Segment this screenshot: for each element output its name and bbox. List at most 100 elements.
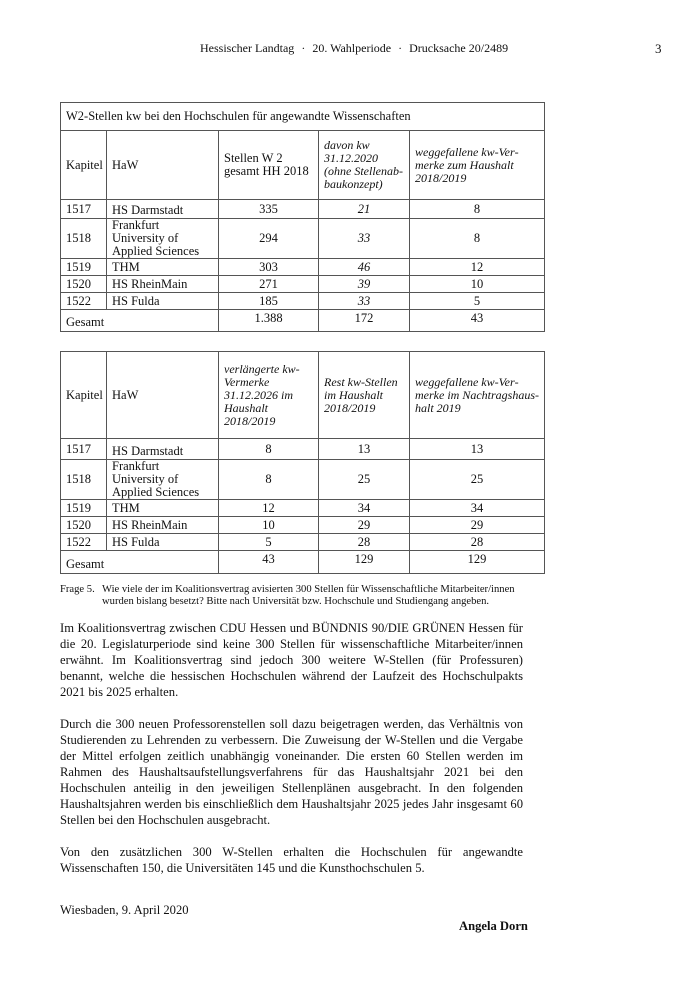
answer-paragraph: Im Koalitionsvertrag zwischen CDU Hessen… [60, 621, 523, 699]
header-document: Drucksache 20/2489 [409, 41, 509, 55]
value-cell: 294 [218, 218, 319, 259]
value-cell: 21 [318, 199, 410, 219]
value-cell: 335 [218, 199, 319, 219]
total-value: 129 [318, 550, 410, 574]
value-cell: 271 [218, 275, 319, 293]
total-value: 172 [318, 309, 410, 332]
value-cell: 39 [318, 275, 410, 293]
value-cell: 25 [318, 459, 410, 500]
value-cell: 34 [318, 499, 410, 517]
table-title: W2-Stellen kw bei den Hochschulen für an… [59, 102, 546, 131]
kapitel-cell: 1519 [60, 499, 107, 517]
header-separator: · [398, 41, 403, 55]
column-header: Rest kw-Stellen im Haushalt 2018/2019 [318, 351, 410, 439]
running-header: Hessischer Landtag · 20. Wahlperiode · Druck… [200, 41, 508, 56]
haw-cell: THM [106, 258, 219, 276]
table-header-row: Kapitel HaW Stellen W 2 gesamt HH 2018 davo… [60, 130, 546, 200]
kapitel-cell: 1517 [60, 438, 107, 460]
place-date: Wiesbaden, 9. April 2020 [60, 903, 189, 917]
haw-cell: HS Fulda [106, 533, 219, 551]
value-cell: 28 [318, 533, 410, 551]
answer-paragraph: Von den zusätzlichen 300 W-Stellen erhal… [60, 845, 523, 875]
table-row: 1517 HS Darmstadt 335 21 8 [60, 199, 546, 219]
value-cell: 8 [408, 218, 546, 259]
value-cell: 46 [318, 258, 410, 276]
total-row: Gesamt 43 129 129 [60, 550, 545, 574]
total-label: Gesamt [60, 550, 219, 574]
column-header: Stellen W 2 gesamt HH 2018 [218, 130, 319, 200]
total-value: 129 [409, 550, 545, 574]
kapitel-cell: 1520 [60, 516, 107, 534]
total-value: 1.388 [218, 309, 319, 332]
total-row: Gesamt 1.388 172 43 [60, 309, 546, 332]
value-cell: 8 [218, 438, 319, 460]
value-cell: 13 [318, 438, 410, 460]
page-content: W2-Stellen kw bei den Hochschulen für an… [59, 102, 546, 934]
haw-cell: HS Darmstadt [106, 199, 219, 219]
table-kw-vermerke: Kapitel HaW verlängerte kw-Vermerke 31.12.… [60, 351, 545, 574]
column-header: weggefallene kw-Ver­merke zum Haushalt 2… [408, 130, 546, 200]
header-separator: · [301, 41, 306, 55]
table-row: 1520 HS RheinMain 10 29 29 [60, 516, 545, 534]
kapitel-cell: 1520 [60, 275, 107, 293]
haw-cell: HS RheinMain [106, 516, 219, 534]
table-w2-stellen: W2-Stellen kw bei den Hochschulen für an… [59, 102, 546, 332]
table-row: 1522 HS Fulda 5 28 28 [60, 533, 545, 551]
value-cell: 25 [409, 459, 545, 500]
table-row: 1522 HS Fulda 185 33 5 [60, 292, 546, 310]
question-text: Wie viele der im Koalitionsvertrag avisi… [102, 584, 515, 607]
value-cell: 5 [218, 533, 319, 551]
total-value: 43 [218, 550, 319, 574]
table-row: 1518 Frankfurt University of Applied Scie… [60, 459, 545, 500]
value-cell: 13 [409, 438, 545, 460]
haw-cell: HS RheinMain [106, 275, 219, 293]
value-cell: 10 [408, 275, 546, 293]
answer-paragraph: Durch die 300 neuen Professorenstellen s… [60, 717, 523, 827]
column-header: weggefallene kw-Ver­merke im Nachtragsha… [409, 351, 545, 439]
page-number: 3 [655, 41, 662, 56]
value-cell: 5 [408, 292, 546, 310]
value-cell: 34 [409, 499, 545, 517]
value-cell: 10 [218, 516, 319, 534]
kapitel-cell: 1522 [60, 533, 107, 551]
haw-cell: HS Fulda [106, 292, 219, 310]
kapitel-cell: 1518 [60, 459, 107, 500]
question-label: Frage 5. [60, 584, 95, 595]
table-row: 1520 HS RheinMain 271 39 10 [60, 275, 546, 293]
value-cell: 8 [408, 199, 546, 219]
kapitel-cell: 1518 [60, 218, 107, 259]
header-parliament: Hessischer Landtag [200, 41, 295, 55]
value-cell: 29 [409, 516, 545, 534]
table-row: 1518 Frankfurt University of Applied Scie… [60, 218, 546, 259]
question: Frage 5. Wie viele der im Koalitionsvert… [60, 584, 530, 608]
table-row: 1519 THM 303 46 12 [60, 258, 546, 276]
column-header: HaW [106, 130, 219, 200]
column-header: davon kw 31.12.2020 (ohne Stellenab­bauk… [318, 130, 410, 200]
haw-cell: Frankfurt University of Applied Sciences [106, 459, 219, 500]
column-header: Kapitel [60, 351, 107, 439]
value-cell: 12 [408, 258, 546, 276]
table-header-row: Kapitel HaW verlängerte kw-Vermerke 31.12.… [60, 351, 545, 439]
total-label: Gesamt [60, 309, 219, 332]
kapitel-cell: 1522 [60, 292, 107, 310]
value-cell: 12 [218, 499, 319, 517]
column-header: HaW [106, 351, 219, 439]
value-cell: 33 [318, 292, 410, 310]
table-row: 1519 THM 12 34 34 [60, 499, 545, 517]
total-value: 43 [408, 309, 546, 332]
column-header: Kapitel [60, 130, 107, 200]
value-cell: 33 [318, 218, 410, 259]
signature: Angela Dorn [459, 919, 528, 933]
value-cell: 29 [318, 516, 410, 534]
haw-cell: Frankfurt University of Applied Sciences [106, 218, 219, 259]
header-period: 20. Wahlperiode [312, 41, 392, 55]
table-row: 1517 HS Darmstadt 8 13 13 [60, 438, 545, 460]
kapitel-cell: 1517 [60, 199, 107, 219]
haw-cell: HS Darmstadt [106, 438, 219, 460]
value-cell: 8 [218, 459, 319, 500]
column-header: verlängerte kw-Vermerke 31.12.2026 im Ha… [218, 351, 319, 439]
value-cell: 303 [218, 258, 319, 276]
value-cell: 185 [218, 292, 319, 310]
kapitel-cell: 1519 [60, 258, 107, 276]
value-cell: 28 [409, 533, 545, 551]
